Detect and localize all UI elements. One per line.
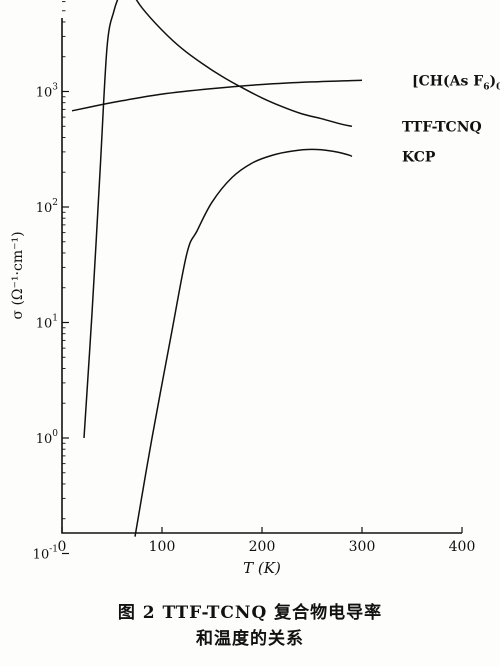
x-axis-title: T (K) — [243, 559, 281, 577]
series-label-0: TTF-TCNQ — [402, 119, 482, 135]
y-tick-label: 10-1 — [33, 545, 58, 563]
y-tick-label: 100 — [36, 429, 59, 447]
y-tick-label: 101 — [36, 314, 58, 332]
axis-frame — [61, 18, 462, 534]
series-line-2 — [134, 148, 353, 537]
series-label-2: KCP — [402, 149, 436, 165]
y-tick-label: 103 — [36, 83, 59, 101]
x-tick-label: 100 — [149, 539, 176, 555]
y-axis-title: σ (Ω⁻¹·cm⁻¹) — [10, 231, 26, 319]
x-tick-label: 300 — [349, 539, 376, 555]
series-line-0 — [83, 0, 353, 439]
figure-caption-line-1: 图 2 TTF-TCNQ 复合物电导率 — [117, 603, 383, 623]
series-line-1 — [71, 79, 363, 112]
y-tick-label: 102 — [36, 198, 58, 216]
x-tick-label: 0 — [58, 539, 67, 555]
x-tick-label: 200 — [249, 539, 276, 555]
x-tick-label: 400 — [449, 539, 476, 555]
figure-caption-line-2: 和温度的关系 — [196, 629, 304, 649]
series-label-1: [CH(As F6)0.1]x — [412, 73, 500, 92]
